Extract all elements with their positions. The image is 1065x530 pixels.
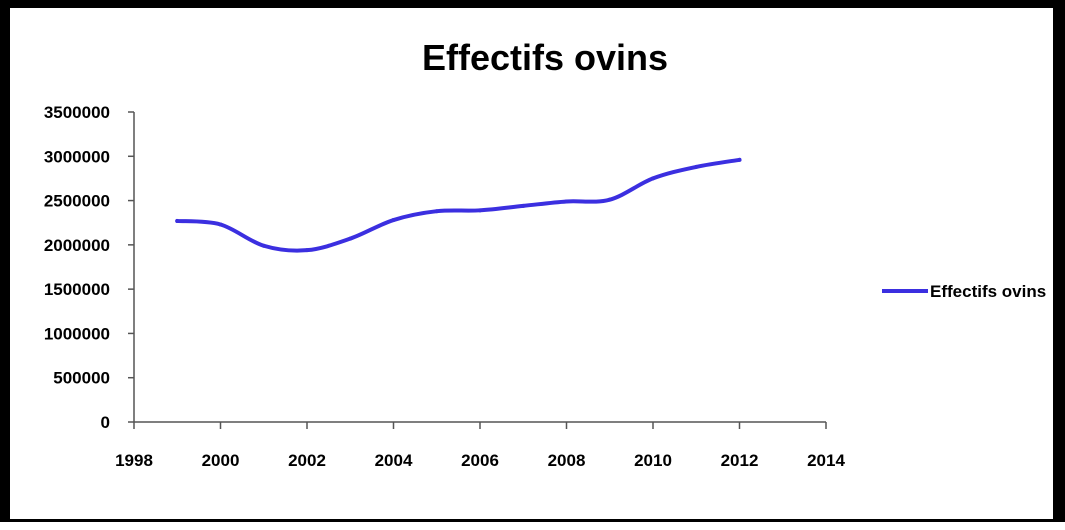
x-tick-label: 2006 [461,451,499,470]
x-tick-label: 2004 [375,451,413,470]
data-point [391,218,396,223]
data-point [175,218,180,223]
y-tick-label: 2000000 [44,236,110,255]
x-tick-label: 2010 [634,451,672,470]
x-tick-label: 2012 [721,451,759,470]
data-point [651,176,655,181]
data-point [694,164,699,169]
series-line [175,157,742,253]
y-tick-label: 1500000 [44,280,110,299]
chart-title: Effectifs ovins [422,37,668,78]
x-tick-label: 2002 [288,451,326,470]
y-tick-label: 1000000 [44,324,110,343]
data-point [261,243,266,248]
data-point [348,236,353,241]
line-chart: Effectifs ovins 0 500000 1000000 1500000 200… [44,37,1046,470]
x-tick-label: 2014 [807,451,845,470]
y-tick-label: 2500000 [44,192,110,211]
series-layer [175,157,742,253]
data-point [434,209,439,214]
y-tick-label: 3000000 [44,147,110,166]
data-point [305,248,309,253]
data-point [478,208,482,213]
x-tick-label: 2008 [548,451,586,470]
data-point [564,199,569,204]
data-point [737,157,742,162]
data-point [607,197,612,202]
legend-label: Effectifs ovins [930,282,1046,301]
axes: 0 500000 1000000 1500000 2000000 2500000 30000… [44,103,846,470]
legend: Effectifs ovins [882,282,1046,301]
x-tick-label: 2000 [202,451,240,470]
data-point [521,203,526,208]
x-tick-label: 1998 [115,451,153,470]
data-point [218,222,223,227]
y-tick-label: 0 [101,413,110,432]
y-tick-label: 3500000 [44,103,110,122]
y-tick-label: 500000 [53,369,110,388]
